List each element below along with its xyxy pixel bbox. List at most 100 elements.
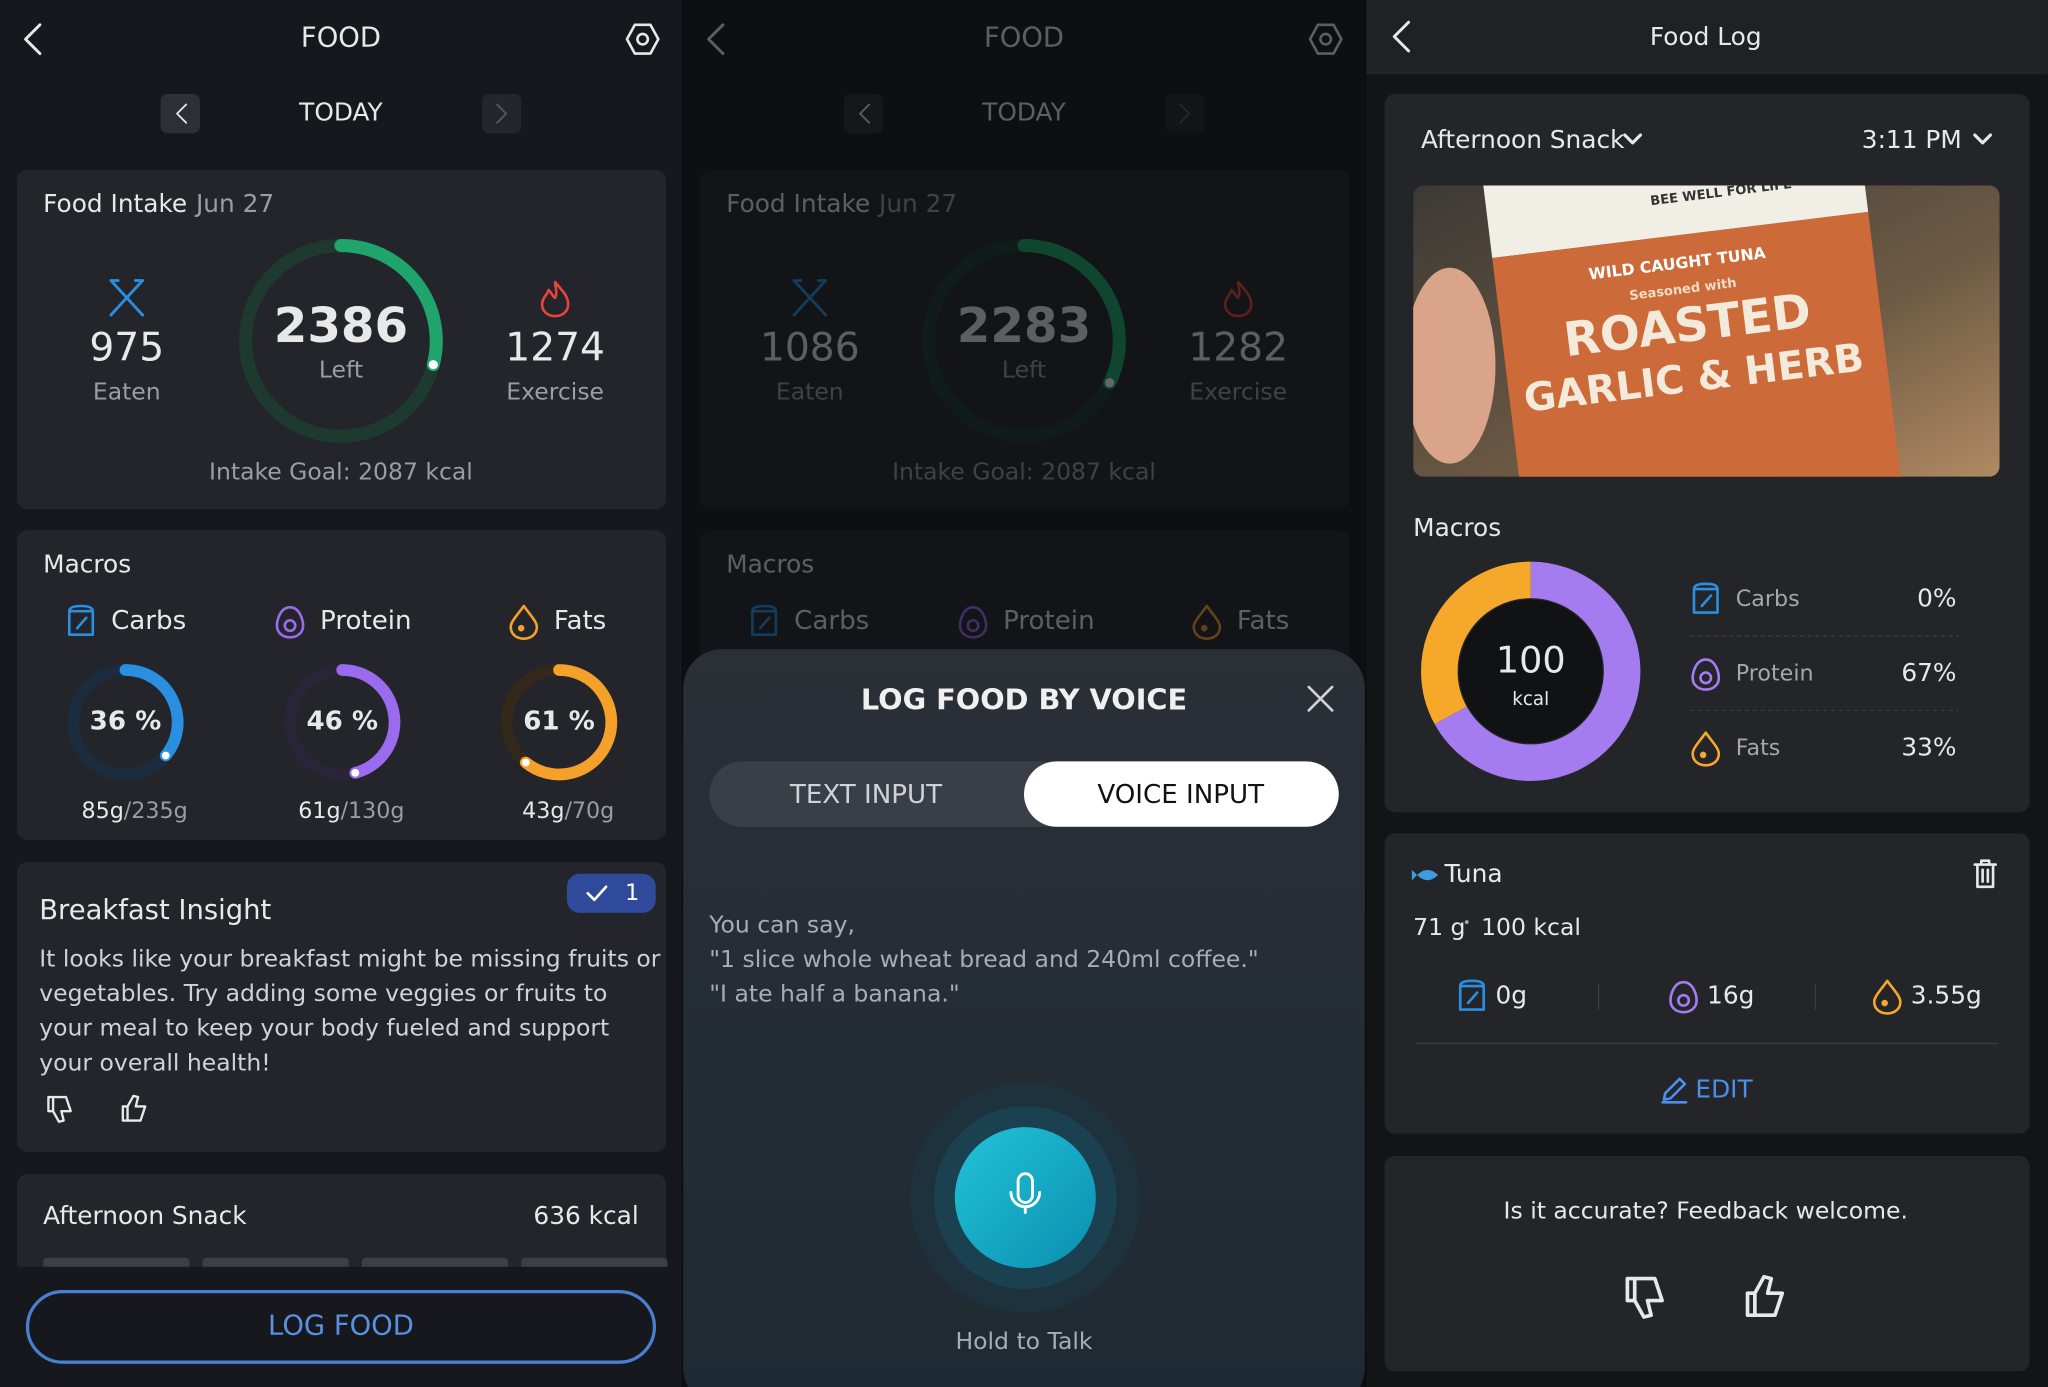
back-icon-part — [1392, 20, 1411, 53]
food-log-header — [1366, 0, 2048, 75]
intake-date: Jun 27 — [194, 189, 274, 218]
voice-hint: "I ate half a banana." — [709, 980, 959, 1008]
food-log-title: Food Log — [1650, 22, 1762, 51]
insight-badge[interactable] — [566, 873, 656, 913]
left-label: Left — [319, 355, 363, 383]
macro-percent: 61 % — [523, 707, 595, 737]
macros-title: Macros — [43, 550, 131, 579]
ring-end-dot — [521, 758, 530, 767]
next-day — [481, 94, 522, 134]
trash-icon — [1973, 859, 1997, 889]
macro-amount-goal: /235g — [124, 798, 188, 824]
protein-icon-part — [1699, 671, 1713, 685]
feedback-card — [1384, 1155, 2030, 1372]
text-input-tab[interactable]: TEXT INPUT — [789, 780, 943, 810]
fats-icon-part — [517, 624, 525, 632]
panel-divider — [681, 0, 684, 1387]
macro-percent: 33% — [1901, 732, 1956, 761]
voice-tab-active[interactable] — [1024, 761, 1339, 827]
insight-title: Breakfast Insight — [39, 895, 271, 926]
insight-badge-count: 1 — [625, 880, 639, 906]
exercise-label: Exercise — [506, 378, 604, 406]
fats-icon — [1872, 979, 1902, 1015]
back-icon — [176, 103, 188, 124]
date-label: TODAY — [298, 98, 383, 127]
hold-to-talk: Hold to Talk — [955, 1327, 1092, 1355]
macros-title: Macros — [1413, 513, 1501, 542]
voice-sheet — [683, 649, 1365, 1387]
insight-card — [17, 861, 667, 1152]
carbs-icon-part — [1466, 991, 1479, 1005]
ring-end-dot — [428, 360, 438, 370]
protein-icon — [1669, 980, 1698, 1014]
back-icon-part — [496, 103, 508, 124]
carbs-icon-part — [1700, 594, 1713, 608]
flame-icon-part — [540, 280, 570, 318]
meal-select: Afternoon Snack — [1421, 125, 1625, 154]
thumbup-icon — [1745, 1274, 1785, 1317]
protein-icon — [275, 605, 305, 639]
package — [1482, 185, 1902, 477]
item-fats: 3.55g — [1911, 980, 1982, 1009]
item-protein: 16g — [1707, 980, 1754, 1009]
macro-amount-goal: /70g — [564, 798, 614, 824]
insight-text: your overall health! — [39, 1048, 270, 1076]
chev-icon-part — [1623, 133, 1643, 145]
insight-text: your meal to keep your body fueled and s… — [39, 1014, 609, 1042]
gear-icon-part — [625, 23, 660, 55]
thumbdown-icon — [47, 1095, 72, 1123]
prev-day[interactable] — [160, 94, 200, 134]
mic-icon-part — [1009, 1172, 1042, 1214]
sheet-title: LOG FOOD BY VOICE — [861, 682, 1187, 716]
carbs-icon-part — [1458, 979, 1486, 1011]
back-icon — [24, 23, 42, 55]
mic-icon — [1009, 1172, 1042, 1214]
macro-name: Protein — [1736, 660, 1814, 686]
fork-icon — [109, 279, 144, 317]
close-icon — [1307, 685, 1334, 712]
macro-percent: 36 % — [90, 707, 162, 737]
macro-amount: 43g/70g — [522, 798, 614, 824]
log-food-label[interactable]: LOG FOOD — [268, 1310, 414, 1341]
insight-text: It looks like your breakfast might be mi… — [39, 944, 661, 972]
back-icon-part — [24, 23, 42, 55]
intake-goal: Intake Goal: 2087 kcal — [209, 457, 473, 485]
pencil-icon — [1661, 1077, 1688, 1104]
thumbdown-icon-part — [1625, 1276, 1664, 1319]
carbs-icon-part — [1692, 582, 1719, 614]
fats-icon-part — [1699, 751, 1707, 759]
macro-amount-goal: /130g — [341, 798, 405, 824]
time-select: 3:11 PM — [1862, 125, 1962, 154]
carbs-icon-part — [67, 604, 95, 637]
item-card — [1384, 833, 2030, 1134]
macro-amount: 85g/235g — [81, 798, 187, 824]
macro-amount-eaten: 61g — [298, 798, 340, 824]
thumbup-icon — [121, 1094, 147, 1122]
gear-icon-part — [636, 32, 650, 46]
pencil-icon-part — [1661, 1077, 1688, 1104]
carbs-icon — [67, 604, 95, 637]
macro-ring — [336, 664, 401, 779]
back-icon-part — [176, 103, 188, 124]
trash-icon-part — [1973, 859, 1997, 889]
thumbdown-icon — [1625, 1276, 1664, 1319]
dot-separator — [1464, 920, 1469, 925]
voice-input-tab[interactable]: VOICE INPUT — [1097, 780, 1265, 810]
intake-card — [17, 169, 667, 510]
log-food-button[interactable] — [25, 1290, 657, 1364]
macro-amount: 61g/130g — [298, 798, 404, 824]
macro-name: Protein — [320, 606, 412, 636]
fats-icon — [1691, 731, 1721, 767]
macro-percent: 0% — [1917, 583, 1956, 612]
meal-name: Afternoon Snack — [43, 1201, 247, 1230]
protein-icon-part — [1677, 993, 1691, 1007]
back-icon — [1392, 20, 1411, 53]
mic-button[interactable] — [954, 1127, 1096, 1269]
eaten-value: 975 — [89, 326, 164, 371]
macro-name: Carbs — [1736, 586, 1800, 612]
macro-amount-eaten: 85g — [81, 798, 123, 824]
donut-slice — [1421, 561, 1532, 725]
edit-button[interactable]: EDIT — [1695, 1075, 1753, 1104]
